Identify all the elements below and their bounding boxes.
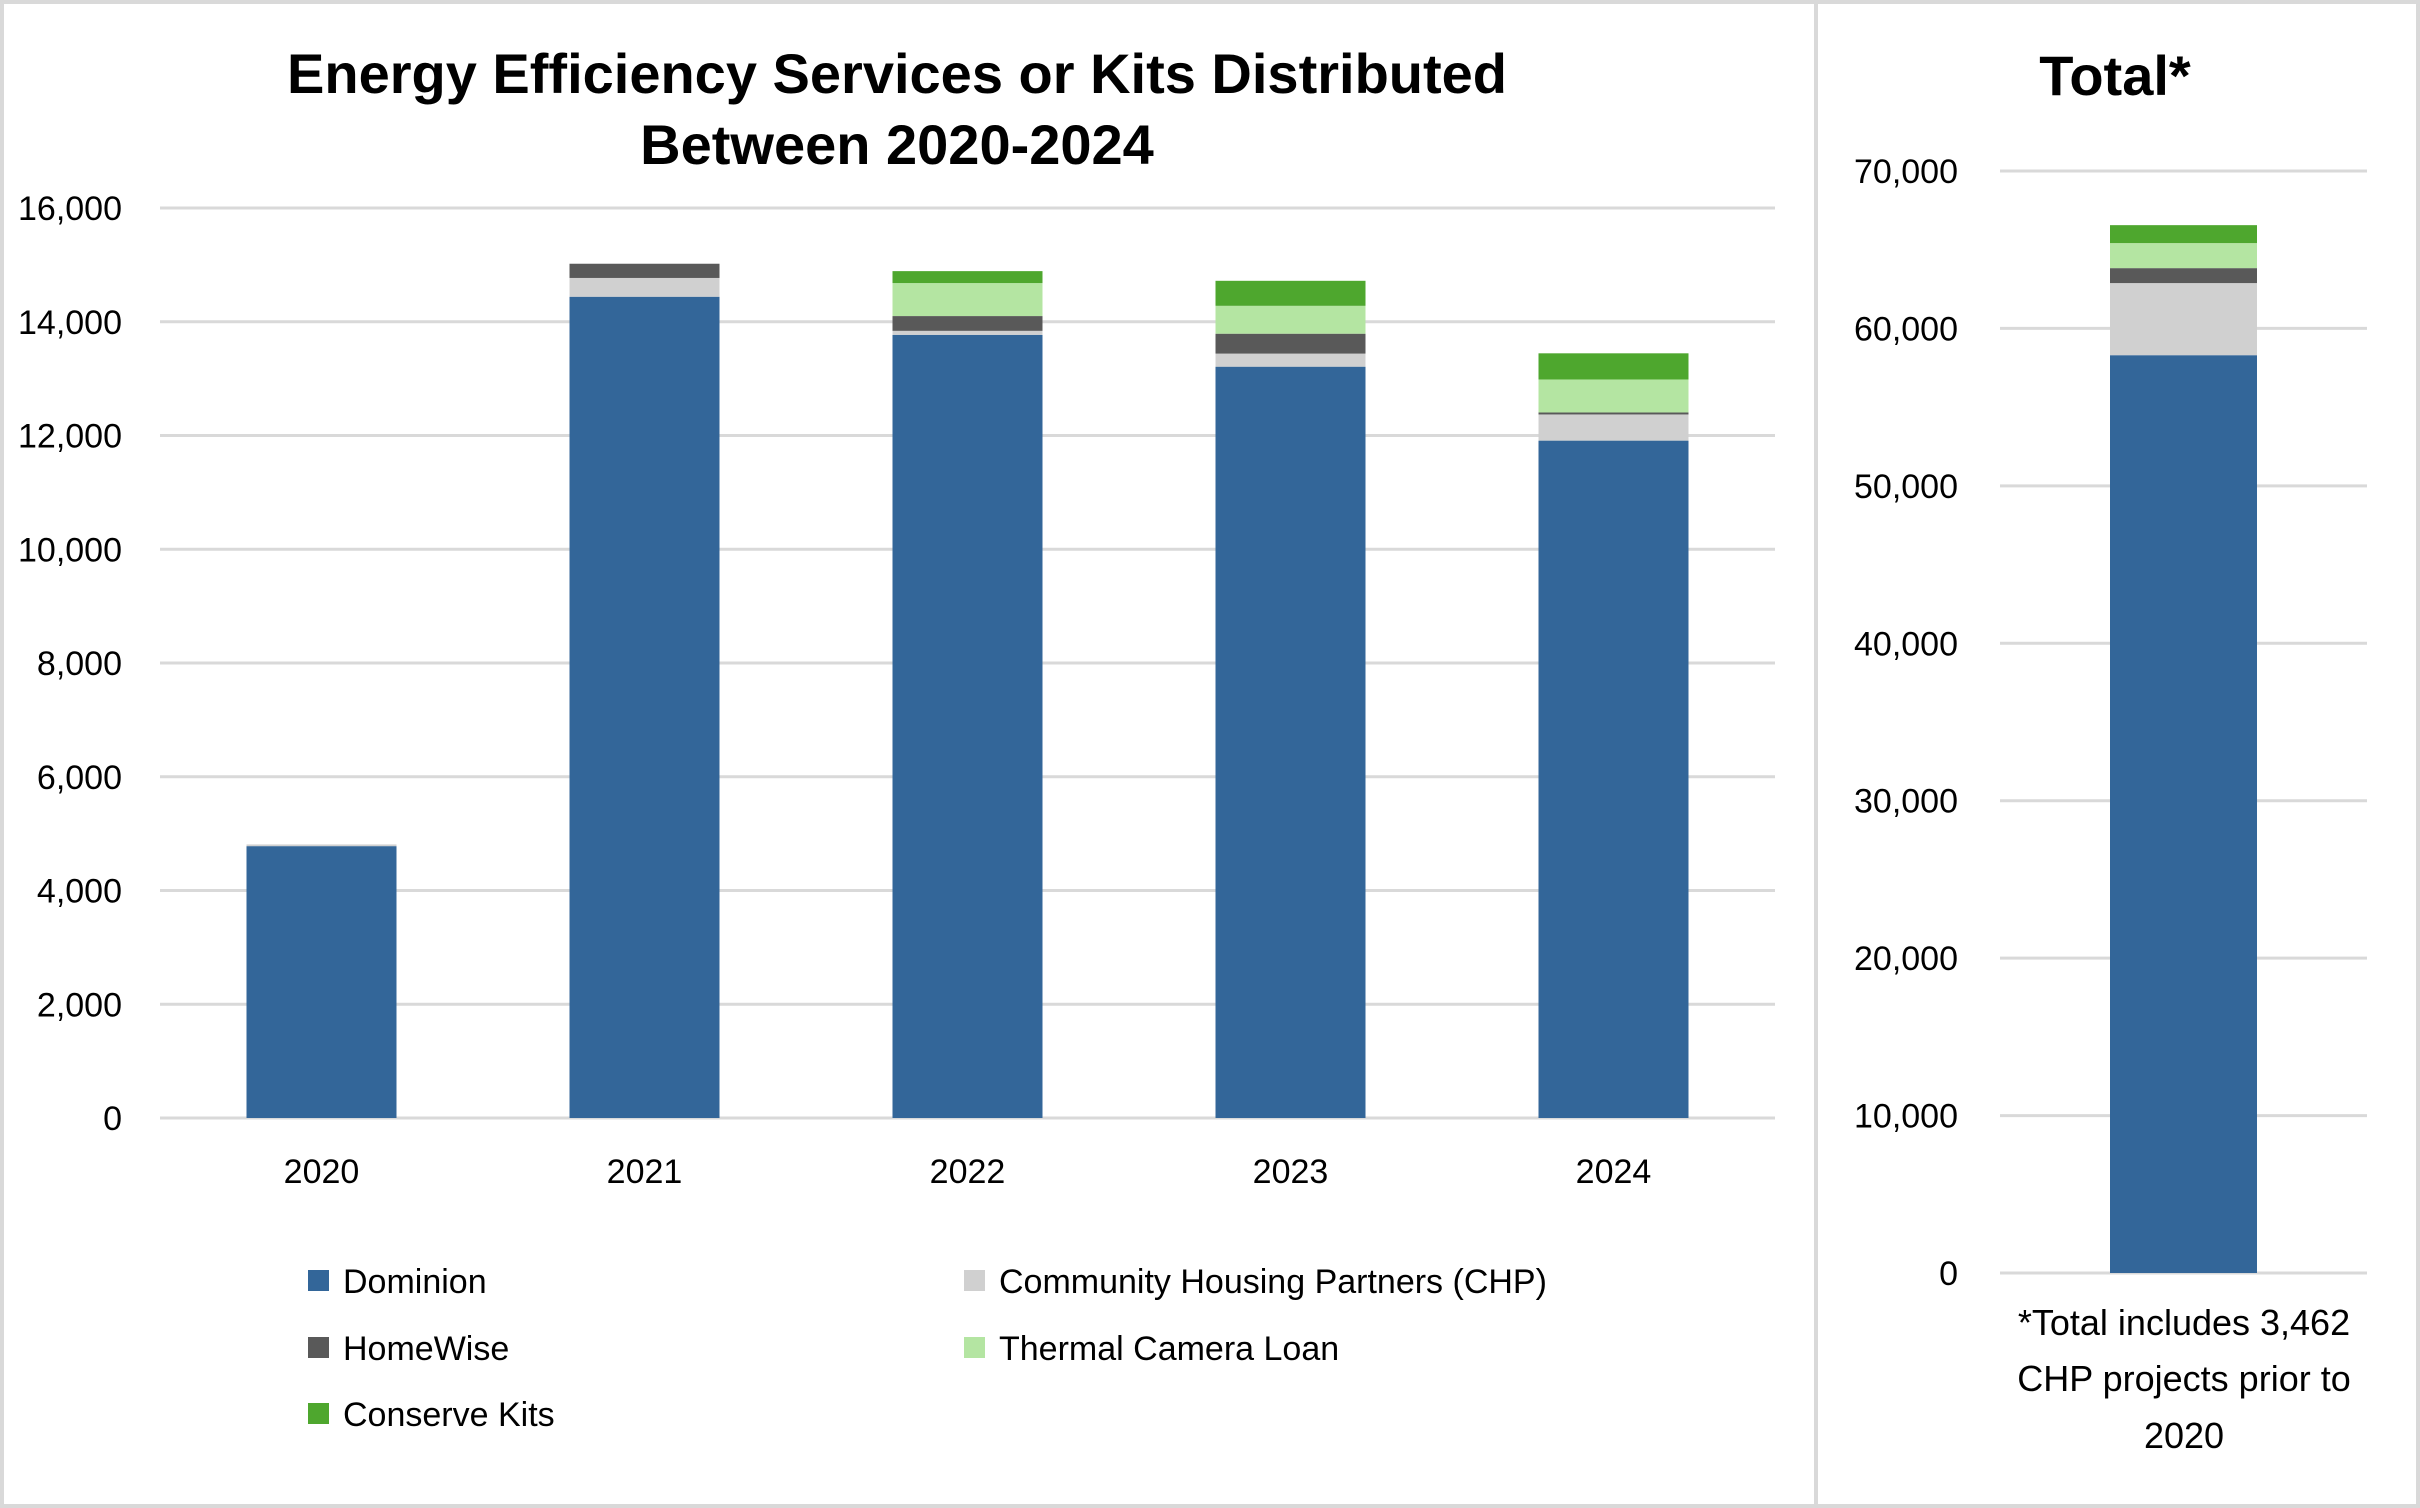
footnote-line-3: 2020 <box>2144 1415 2224 1456</box>
bar-segment-thermal-camera-loan-2023 <box>1215 305 1366 334</box>
x-tick-label: 2023 <box>1253 1153 1329 1191</box>
y-tick-label: 20,000 <box>1854 940 1958 978</box>
bar-segment-thermal-camera-loan-total <box>2110 243 2257 269</box>
y-tick-label: 60,000 <box>1854 310 1958 348</box>
footnote-line-2: CHP projects prior to <box>2017 1358 2350 1399</box>
legend-swatch-chp <box>964 1270 985 1291</box>
bar-segment-community-housing-partners-chp-2023 <box>1215 353 1366 367</box>
bar-segment-dominion-2022 <box>892 334 1043 1118</box>
legend-item-conserve-kits: Conserve Kits <box>308 1396 555 1434</box>
bar-segment-homewise-2021 <box>569 263 720 278</box>
left-bars <box>246 263 1689 1119</box>
legend-swatch-dominion <box>308 1270 329 1291</box>
bar-stack-total <box>2110 225 2257 1274</box>
y-tick-label: 12,000 <box>18 418 122 456</box>
y-tick-label: 14,000 <box>18 304 122 342</box>
legend-item-thermal-camera-loan: Thermal Camera Loan <box>964 1330 1339 1368</box>
right-y-axis-labels: 0 10,000 20,000 30,000 40,000 50,000 60,000 70,… <box>1854 153 1958 1293</box>
y-tick-label: 10,000 <box>18 531 122 569</box>
bar-segment-dominion-2023 <box>1215 366 1366 1118</box>
legend-swatch-conserve-kits <box>308 1403 329 1424</box>
bar-segment-dominion-2021 <box>569 296 720 1119</box>
legend-label-dominion: Dominion <box>343 1263 487 1301</box>
bar-segment-homewise-2023 <box>1215 333 1366 354</box>
bar-stack-2023 <box>1215 280 1366 1118</box>
legend-label-chp: Community Housing Partners (CHP) <box>999 1263 1547 1301</box>
bar-stack-2024 <box>1538 353 1689 1118</box>
bar-stack-2021 <box>569 263 720 1119</box>
legend-item-homewise: HomeWise <box>308 1330 509 1368</box>
legend-item-chp: Community Housing Partners (CHP) <box>964 1263 1547 1301</box>
y-tick-label: 30,000 <box>1854 783 1958 821</box>
legend-item-dominion: Dominion <box>308 1263 487 1301</box>
bar-segment-dominion-2020 <box>246 846 397 1118</box>
bar-segment-community-housing-partners-chp-2022 <box>892 330 1043 335</box>
total-chart-title: Total* <box>2039 44 2191 107</box>
left-x-axis-labels: 2020 2021 2022 2023 2024 <box>284 1153 1652 1191</box>
y-tick-label: 4,000 <box>37 873 122 911</box>
y-tick-label: 40,000 <box>1854 625 1958 663</box>
bar-segment-community-housing-partners-chp-2021 <box>569 277 720 297</box>
legend-label-thermal-camera-loan: Thermal Camera Loan <box>999 1330 1339 1368</box>
y-tick-label: 70,000 <box>1854 153 1958 191</box>
legend-swatch-homewise <box>308 1337 329 1358</box>
x-tick-label: 2024 <box>1576 1153 1652 1191</box>
legend: Dominion Community Housing Partners (CHP… <box>308 1263 1547 1434</box>
bar-segment-conserve-kits-total <box>2110 225 2257 244</box>
bar-segment-conserve-kits-2023 <box>1215 280 1366 306</box>
footnote-line-1: *Total includes 3,462 <box>2018 1302 2350 1343</box>
bar-segment-community-housing-partners-chp-2024 <box>1538 414 1689 441</box>
y-tick-label: 8,000 <box>37 645 122 683</box>
right-bars <box>2110 225 2257 1274</box>
y-tick-label: 16,000 <box>18 190 122 228</box>
x-tick-label: 2020 <box>284 1153 360 1191</box>
y-tick-label: 50,000 <box>1854 468 1958 506</box>
y-tick-label: 0 <box>103 1100 122 1138</box>
bar-segment-community-housing-partners-chp-total <box>2110 283 2257 356</box>
left-y-axis-labels: 0 2,000 4,000 6,000 8,000 10,000 12,000 14,000 1… <box>18 190 122 1138</box>
y-tick-label: 6,000 <box>37 759 122 797</box>
bar-stack-2020 <box>246 844 397 1118</box>
bar-segment-conserve-kits-2022 <box>892 271 1043 284</box>
bar-segment-homewise-2022 <box>892 316 1043 331</box>
bar-segment-community-housing-partners-chp-2020 <box>246 844 397 847</box>
bar-segment-thermal-camera-loan-2022 <box>892 283 1043 317</box>
bar-segment-dominion-2024 <box>1538 440 1689 1118</box>
y-tick-label: 2,000 <box>37 986 122 1024</box>
bar-segment-conserve-kits-2024 <box>1538 353 1689 380</box>
bar-segment-homewise-2024 <box>1538 412 1689 415</box>
y-tick-label: 10,000 <box>1854 1098 1958 1136</box>
legend-swatch-thermal-camera-loan <box>964 1337 985 1358</box>
x-tick-label: 2022 <box>930 1153 1006 1191</box>
chart-title-line-1: Energy Efficiency Services or Kits Distr… <box>287 42 1507 105</box>
legend-label-homewise: HomeWise <box>343 1330 509 1368</box>
bar-stack-2022 <box>892 271 1043 1118</box>
chart-title-line-2: Between 2020-2024 <box>640 113 1154 176</box>
y-tick-label: 0 <box>1939 1255 1958 1293</box>
bar-segment-dominion-total <box>2110 355 2257 1274</box>
x-tick-label: 2021 <box>607 1153 683 1191</box>
bar-segment-homewise-total <box>2110 268 2257 284</box>
bar-segment-thermal-camera-loan-2024 <box>1538 379 1689 413</box>
legend-label-conserve-kits: Conserve Kits <box>343 1396 555 1434</box>
